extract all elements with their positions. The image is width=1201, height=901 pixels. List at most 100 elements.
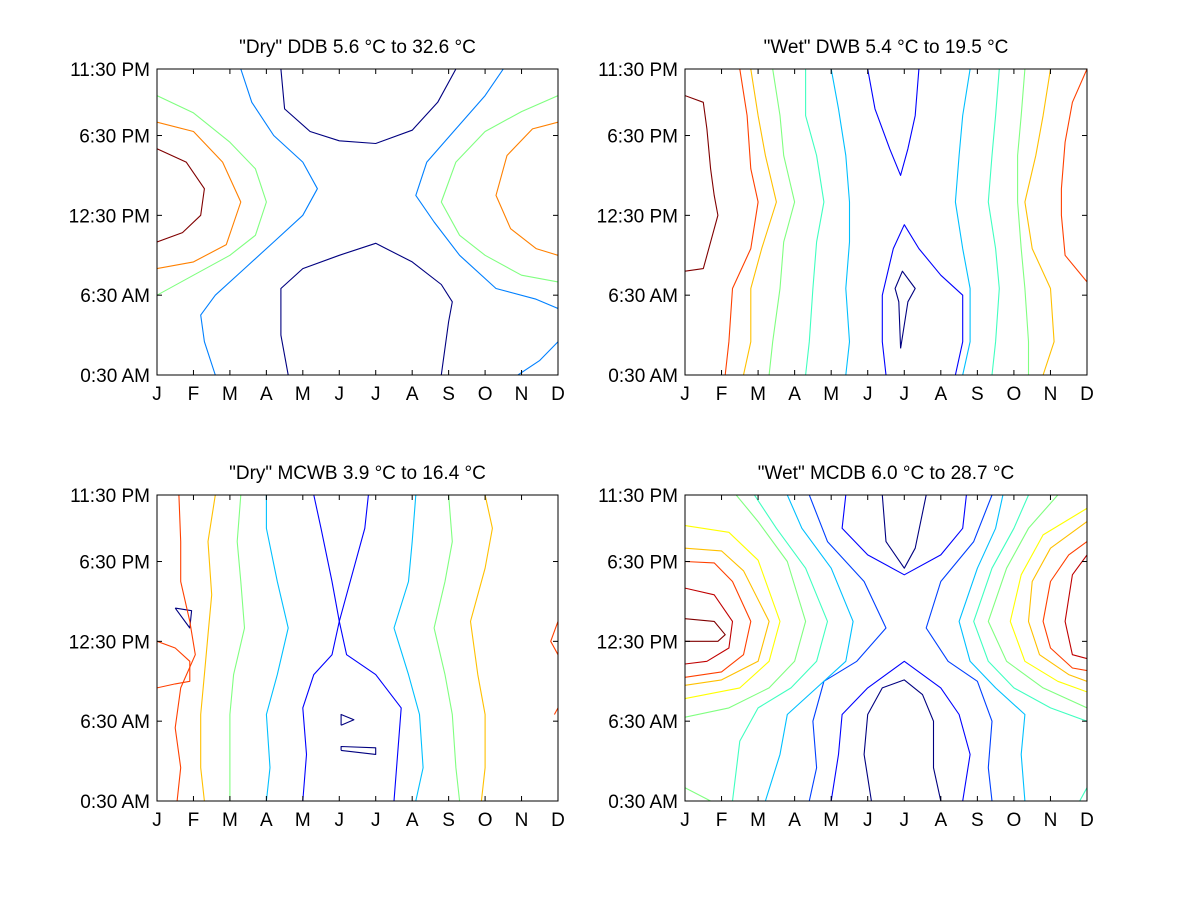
x-tick-label: D	[1080, 384, 1094, 405]
x-tick-label: J	[680, 384, 690, 405]
x-tick-label: A	[934, 810, 947, 831]
contour-line-level-3	[265, 495, 289, 801]
y-tick-label: 11:30 PM	[70, 60, 150, 81]
x-tick-label: A	[260, 384, 273, 405]
contour-line-level-10	[685, 587, 734, 665]
x-tick-label: J	[335, 384, 345, 405]
x-tick-label: N	[1044, 384, 1058, 405]
contour-line-level-4	[157, 121, 242, 270]
x-tick-label: N	[515, 810, 529, 831]
panel-dry-ddb: "Dry" DDB 5.6 °C to 32.6 °C J F M A M J J A S O N D…	[69, 37, 565, 405]
contour-line-level-2	[517, 341, 558, 375]
contour-line-level-2	[200, 69, 318, 375]
contour-line-level-6	[742, 69, 777, 375]
panel-title: "Wet" DWB 5.4 °C to 19.5 °C	[764, 37, 1009, 58]
contour-line-level-8	[685, 95, 719, 272]
contour-line-level-5	[469, 495, 493, 801]
x-tick-label: M	[222, 384, 238, 405]
panel-title: "Dry" DDB 5.6 °C to 32.6 °C	[239, 37, 476, 58]
y-tick-label: 0:30 AM	[608, 366, 678, 387]
y-tick-label: 0:30 AM	[80, 366, 150, 387]
contour-line-level-2	[338, 495, 402, 801]
contour-line-level-9	[1042, 541, 1087, 672]
y-tick-label: 12:30 PM	[69, 206, 150, 227]
contour-line-level-2	[302, 495, 340, 801]
contour-line-level-7	[1009, 507, 1087, 693]
x-tick-label: F	[188, 810, 200, 831]
contour-line-level-6	[1024, 69, 1055, 375]
contour-line-level-5	[973, 495, 1087, 722]
contour-line-level-2	[841, 495, 967, 576]
x-tick-label: S	[971, 810, 984, 831]
contour-line-level-6	[157, 640, 191, 689]
x-tick-label: J	[863, 384, 873, 405]
contour-line-level-4	[764, 495, 854, 801]
y-tick-label: 11:30 PM	[70, 486, 150, 507]
x-tick-label: F	[716, 384, 728, 405]
contour-line-level-2	[881, 224, 964, 375]
x-tick-label: J	[152, 810, 162, 831]
contour-line-level-3	[393, 495, 424, 801]
x-tick-label: J	[680, 810, 690, 831]
x-tick-label: O	[478, 810, 493, 831]
contour-line-level-5	[768, 69, 796, 375]
contour-line-level-6	[987, 495, 1087, 709]
contour-line-level-5	[731, 495, 829, 801]
x-tick-label: J	[863, 810, 873, 831]
y-tick-label: 6:30 AM	[608, 286, 678, 307]
x-tick-label: J	[900, 810, 910, 831]
x-tick-label: D	[551, 384, 565, 405]
x-tick-label: M	[823, 810, 839, 831]
y-tick-label: 6:30 PM	[79, 553, 150, 574]
axes-border	[156, 68, 559, 376]
contour-line-level-8	[1027, 521, 1087, 682]
contour-line-level-6	[174, 495, 196, 801]
contour-line-level-2	[867, 69, 920, 176]
contour-line-level-6	[550, 621, 558, 655]
contour-line-level-2	[415, 69, 558, 310]
contour-line-level-1	[174, 607, 193, 629]
contour-line-level-1	[280, 69, 457, 145]
contour-line-level-7	[724, 69, 759, 375]
contour-line-level-1	[863, 679, 942, 801]
contour-line-level-1	[280, 242, 453, 375]
x-tick-label: D	[551, 810, 565, 831]
y-tick-label: 6:30 PM	[79, 127, 150, 148]
panel-title: "Wet" MCDB 6.0 °C to 28.7 °C	[758, 463, 1014, 484]
x-tick-label: A	[788, 384, 801, 405]
x-tick-label: J	[335, 810, 345, 831]
x-tick-label: M	[823, 384, 839, 405]
x-tick-label: M	[750, 384, 766, 405]
y-tick-label: 0:30 AM	[80, 792, 150, 813]
y-tick-label: 6:30 PM	[607, 553, 678, 574]
contour-line-level-1	[894, 270, 916, 349]
contour-line-level-4	[805, 69, 825, 375]
contour-line-level-4	[229, 495, 246, 801]
x-tick-label: A	[406, 810, 419, 831]
contour-line-level-4	[433, 495, 461, 801]
x-tick-label: J	[900, 384, 910, 405]
x-tick-label: N	[1044, 810, 1058, 831]
contour-line-level-5	[1017, 69, 1030, 375]
contour-line-level-2	[830, 660, 971, 801]
contour-line-level-6	[685, 495, 807, 718]
contour-line-level-7	[685, 525, 781, 700]
panel-title: "Dry" MCWB 3.9 °C to 16.4 °C	[229, 463, 486, 484]
contour-line-level-5	[1079, 787, 1087, 801]
contour-line-level-11	[685, 618, 726, 642]
axes-border	[684, 68, 1088, 376]
x-tick-label: M	[222, 810, 238, 831]
plot-area	[156, 68, 559, 376]
y-tick-label: 6:30 AM	[80, 286, 150, 307]
x-tick-label: F	[188, 384, 200, 405]
contour-line-level-4	[495, 121, 558, 256]
contour-line-level-3	[830, 69, 851, 375]
x-tick-label: O	[1007, 384, 1022, 405]
contour-line-level-3	[157, 95, 267, 296]
axes-border	[684, 494, 1088, 802]
x-tick-label: M	[295, 810, 311, 831]
contour-line-level-1	[340, 713, 355, 726]
x-tick-label: D	[1080, 810, 1094, 831]
contour-line-level-3	[808, 495, 887, 801]
contour-lines	[685, 495, 1087, 801]
